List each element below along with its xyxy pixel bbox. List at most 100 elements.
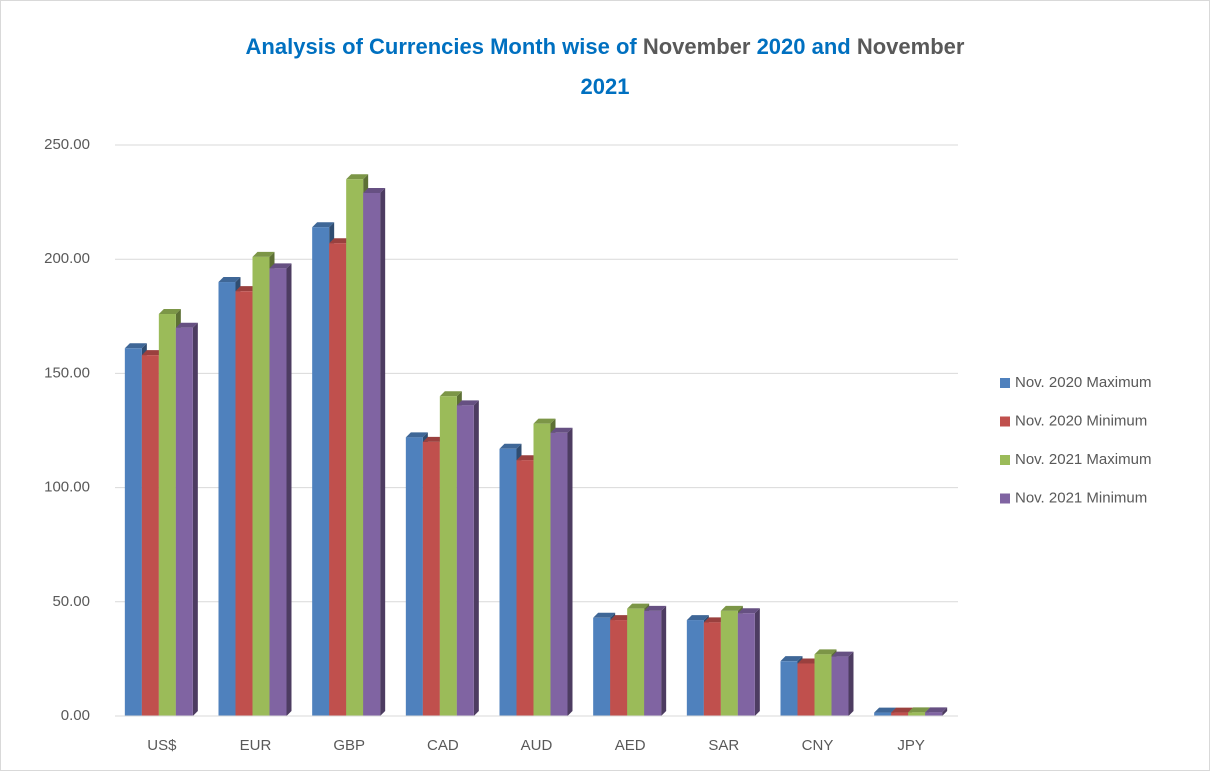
bar-top [627, 603, 650, 609]
bar [797, 663, 815, 716]
bar-top [891, 707, 914, 713]
bar [329, 243, 347, 716]
x-tick-label: SAR [708, 737, 739, 754]
bar [422, 441, 440, 716]
bar [124, 348, 142, 716]
bar-side [661, 605, 667, 716]
title-part: November [643, 34, 751, 59]
x-tick-label: AUD [521, 737, 553, 754]
bar-top [644, 605, 667, 611]
bar-top [124, 343, 147, 349]
x-tick-label: US$ [147, 737, 177, 754]
bar [363, 192, 381, 717]
bar-top [533, 418, 556, 424]
legend-label: Nov. 2020 Minimum [1015, 412, 1147, 429]
chart-title: 2021 [581, 74, 630, 99]
x-tick-label: CAD [427, 737, 459, 754]
bar [644, 610, 662, 716]
bar [499, 448, 517, 716]
bar-top [141, 350, 164, 356]
chart-title: Analysis of Currencies Month wise of Nov… [246, 34, 965, 59]
y-tick-label: 0.00 [61, 707, 90, 724]
y-tick-label: 100.00 [44, 479, 90, 496]
bar-top [908, 707, 931, 713]
bar [593, 617, 611, 716]
bar [252, 256, 270, 716]
bar-top [874, 707, 897, 713]
x-tick-label: GBP [333, 737, 365, 754]
bar-top [363, 187, 386, 193]
x-tick-label: AED [615, 737, 646, 754]
bar-top [405, 432, 428, 438]
bar [218, 282, 236, 716]
title-part: November [857, 34, 965, 59]
bar-top [720, 605, 743, 611]
bar [516, 460, 534, 716]
bar [891, 712, 909, 716]
bar [158, 314, 176, 716]
bar [175, 327, 193, 716]
bar-top [550, 427, 573, 433]
legend-label: Nov. 2020 Maximum [1015, 374, 1151, 391]
bar-top [831, 651, 854, 657]
legend-label: Nov. 2021 Maximum [1015, 451, 1151, 468]
bar [814, 654, 832, 716]
bar-top [686, 615, 709, 621]
bar [780, 661, 798, 716]
bar [925, 712, 943, 716]
bar-top [269, 263, 292, 269]
y-tick-label: 200.00 [44, 250, 90, 267]
bar-top [814, 649, 837, 655]
legend-swatch [1000, 493, 1010, 504]
legend-swatch [1000, 455, 1010, 465]
bar [908, 712, 926, 716]
bar [269, 268, 287, 716]
bar-side [192, 322, 198, 716]
bar-top [346, 174, 369, 180]
bar [346, 179, 364, 716]
bar-top [252, 251, 275, 257]
bar-top [516, 455, 539, 461]
bar-top [158, 309, 181, 315]
bar-top [925, 707, 948, 713]
bar-side [473, 400, 479, 716]
bar-top [175, 322, 198, 328]
bar-top [422, 436, 445, 442]
x-tick-label: EUR [240, 737, 272, 754]
bar-top [456, 400, 479, 406]
bar-top [439, 391, 462, 397]
legend-label: Nov. 2021 Minimum [1015, 489, 1147, 506]
bar-side [286, 263, 292, 716]
y-tick-label: 150.00 [44, 364, 90, 381]
title-part: 2020 and [750, 34, 856, 59]
bar-side [942, 707, 948, 716]
bar-top [593, 612, 616, 618]
bar-top [797, 658, 820, 664]
bar [831, 656, 849, 716]
title-part: 2021 [581, 74, 630, 99]
bar-top [218, 277, 241, 283]
bar [627, 608, 645, 716]
x-tick-label: CNY [802, 737, 834, 754]
bar-side [848, 651, 854, 716]
legend-swatch [1000, 416, 1010, 427]
bar-top [737, 608, 760, 614]
bar [703, 622, 721, 716]
bar [550, 432, 568, 716]
bar [235, 291, 253, 716]
bar-side [754, 608, 760, 716]
bar-top [312, 222, 335, 228]
bar-top [499, 443, 522, 449]
bar-side [380, 187, 386, 717]
bar [439, 396, 457, 716]
bar [737, 613, 755, 716]
bar-top [780, 656, 803, 662]
bar [141, 355, 159, 716]
bar [533, 423, 551, 716]
bar [874, 712, 892, 716]
bar-top [703, 617, 726, 623]
legend-swatch [1000, 378, 1010, 388]
y-tick-label: 50.00 [52, 593, 90, 610]
bar [312, 227, 330, 716]
